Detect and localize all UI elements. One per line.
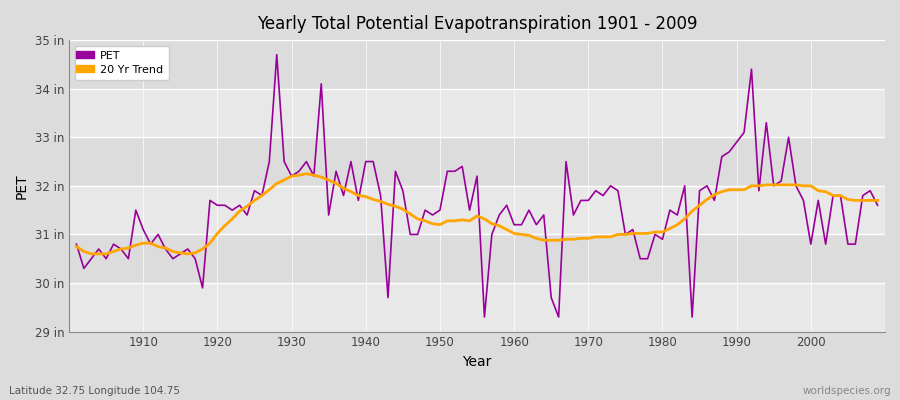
- Text: worldspecies.org: worldspecies.org: [803, 386, 891, 396]
- Bar: [69, 186, 885, 234]
- Line: 20 Yr Trend: 20 Yr Trend: [76, 174, 878, 254]
- 20 Yr Trend: [872, 198, 883, 203]
- PET: [479, 315, 490, 320]
- PET: [71, 242, 82, 246]
- PET: [613, 188, 624, 193]
- 20 Yr Trend: [309, 173, 320, 178]
- Text: Latitude 32.75 Longitude 104.75: Latitude 32.75 Longitude 104.75: [9, 386, 180, 396]
- PET: [271, 52, 282, 57]
- Bar: [69, 137, 885, 186]
- Bar: [69, 283, 885, 332]
- Y-axis label: PET: PET: [15, 173, 29, 199]
- 20 Yr Trend: [516, 232, 526, 237]
- Line: PET: PET: [76, 55, 878, 317]
- 20 Yr Trend: [353, 193, 364, 198]
- Title: Yearly Total Potential Evapotranspiration 1901 - 2009: Yearly Total Potential Evapotranspiratio…: [256, 15, 698, 33]
- Bar: [69, 40, 885, 89]
- PET: [301, 159, 311, 164]
- X-axis label: Year: Year: [463, 355, 491, 369]
- PET: [346, 159, 356, 164]
- PET: [516, 222, 526, 227]
- Bar: [69, 234, 885, 283]
- 20 Yr Trend: [524, 233, 535, 238]
- Bar: [69, 89, 885, 137]
- 20 Yr Trend: [86, 252, 96, 256]
- 20 Yr Trend: [301, 171, 311, 176]
- PET: [872, 203, 883, 208]
- 20 Yr Trend: [71, 244, 82, 249]
- Legend: PET, 20 Yr Trend: PET, 20 Yr Trend: [75, 46, 169, 80]
- 20 Yr Trend: [613, 232, 624, 237]
- PET: [130, 208, 141, 212]
- PET: [524, 208, 535, 212]
- 20 Yr Trend: [138, 241, 148, 246]
